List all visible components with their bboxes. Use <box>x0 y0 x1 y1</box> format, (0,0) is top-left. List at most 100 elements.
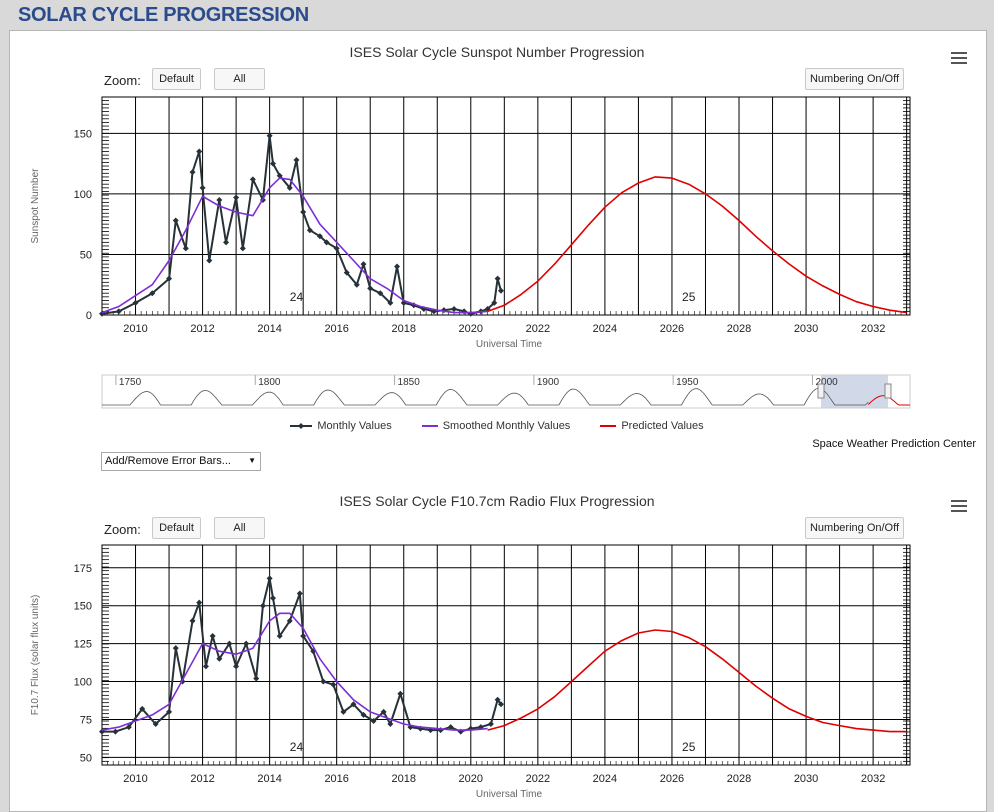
timeline-navigator[interactable]: 1750 1800 1850 1900 1950 2000 <box>0 370 994 415</box>
predicted-series-line[interactable] <box>487 629 907 733</box>
monthly-data-point[interactable] <box>300 633 307 640</box>
navigator-selection[interactable] <box>821 375 888 408</box>
monthly-data-point[interactable] <box>494 275 501 282</box>
monthly-data-point[interactable] <box>387 721 394 728</box>
chart2-menu-icon[interactable] <box>951 500 967 512</box>
monthly-data-point[interactable] <box>112 728 119 735</box>
monthly-data-point[interactable] <box>223 239 230 246</box>
monthly-data-point[interactable] <box>387 299 394 306</box>
chart1-zoom-default-button[interactable]: Default <box>152 68 201 90</box>
monthly-data-point[interactable] <box>149 290 156 297</box>
smoothed-series-line[interactable] <box>101 177 488 314</box>
chart1-zoom-all-button[interactable]: All <box>214 68 265 90</box>
monthly-data-point[interactable] <box>182 245 189 252</box>
monthly-data-point[interactable] <box>166 275 173 282</box>
monthly-data-point[interactable] <box>367 285 374 292</box>
chart2-numbering-button[interactable]: Numbering On/Off <box>805 517 904 539</box>
monthly-data-point[interactable] <box>397 690 404 697</box>
navigator-year-label: 1900 <box>537 377 560 388</box>
monthly-data-point[interactable] <box>266 132 273 139</box>
monthly-data-point[interactable] <box>323 239 330 246</box>
monthly-data-point[interactable] <box>139 705 146 712</box>
monthly-data-point[interactable] <box>340 708 347 715</box>
y-tick-label: 75 <box>80 714 92 726</box>
monthly-data-point[interactable] <box>249 176 256 183</box>
monthly-data-point[interactable] <box>269 160 276 167</box>
monthly-data-point[interactable] <box>199 184 206 191</box>
monthly-data-point[interactable] <box>209 633 216 640</box>
monthly-data-point[interactable] <box>115 308 122 315</box>
navigator-left-handle[interactable] <box>817 383 825 399</box>
monthly-data-point[interactable] <box>276 633 283 640</box>
y-tick-label: 0 <box>86 310 92 322</box>
monthly-data-point[interactable] <box>306 227 313 234</box>
monthly-data-point[interactable] <box>216 196 223 203</box>
monthly-data-point[interactable] <box>253 675 260 682</box>
chart1-numbering-button[interactable]: Numbering On/Off <box>805 68 904 90</box>
monthly-data-point[interactable] <box>202 663 209 670</box>
monthly-data-point[interactable] <box>497 287 504 294</box>
monthly-data-point[interactable] <box>370 718 377 724</box>
monthly-data-point[interactable] <box>259 602 266 609</box>
smoothed-series-line[interactable] <box>101 612 488 731</box>
monthly-data-point[interactable] <box>491 299 498 306</box>
navigator-right-handle[interactable] <box>884 383 892 399</box>
monthly-data-point[interactable] <box>487 721 494 728</box>
monthly-data-point[interactable] <box>494 696 501 703</box>
monthly-data-point[interactable] <box>293 156 300 163</box>
predicted-series-line[interactable] <box>487 176 907 314</box>
monthly-data-point[interactable] <box>360 261 367 268</box>
chart1-menu-icon[interactable] <box>951 52 967 64</box>
monthly-data-point[interactable] <box>132 299 139 306</box>
monthly-data-point[interactable] <box>286 617 293 624</box>
monthly-data-point[interactable] <box>239 245 246 252</box>
monthly-data-point[interactable] <box>189 617 196 624</box>
monthly-data-point[interactable] <box>497 701 504 708</box>
monthly-data-point[interactable] <box>360 711 367 718</box>
monthly-data-point[interactable] <box>233 663 240 670</box>
monthly-data-point[interactable] <box>333 245 340 252</box>
monthly-data-point[interactable] <box>243 640 250 647</box>
monthly-data-point[interactable] <box>451 305 458 312</box>
monthly-data-point[interactable] <box>216 655 223 662</box>
legend-predicted[interactable]: Predicted Values <box>600 420 704 432</box>
monthly-data-point[interactable] <box>196 148 203 155</box>
monthly-data-point[interactable] <box>447 724 454 731</box>
monthly-data-point[interactable] <box>233 194 240 201</box>
monthly-data-point[interactable] <box>166 708 173 715</box>
monthly-data-point[interactable] <box>189 169 196 176</box>
monthly-data-point[interactable] <box>172 645 179 652</box>
monthly-data-point[interactable] <box>269 595 276 602</box>
x-tick-label: 2016 <box>324 323 348 335</box>
monthly-data-point[interactable] <box>226 640 233 647</box>
monthly-data-point[interactable] <box>320 678 327 685</box>
chart2-zoom-all-button[interactable]: All <box>214 517 265 539</box>
monthly-data-point[interactable] <box>296 590 303 597</box>
monthly-data-point[interactable] <box>380 708 387 715</box>
monthly-data-point[interactable] <box>343 269 350 276</box>
monthly-data-point[interactable] <box>377 290 384 297</box>
monthly-data-point[interactable] <box>125 724 132 731</box>
monthly-data-point[interactable] <box>206 257 213 264</box>
y-tick-label: 150 <box>74 128 92 140</box>
x-tick-label: 2022 <box>526 773 550 785</box>
monthly-data-point[interactable] <box>394 263 401 270</box>
monthly-data-point[interactable] <box>300 209 307 216</box>
error-bars-select[interactable]: Add/Remove Error Bars... ▼ <box>101 452 261 471</box>
monthly-data-point[interactable] <box>353 281 360 288</box>
monthly-data-point[interactable] <box>196 599 203 606</box>
monthly-data-point[interactable] <box>286 184 293 191</box>
legend-smoothed[interactable]: Smoothed Monthly Values <box>421 420 570 432</box>
chart2-zoom-default-button[interactable]: Default <box>152 517 201 539</box>
monthly-data-point[interactable] <box>276 172 283 179</box>
monthly-data-point[interactable] <box>350 701 357 708</box>
monthly-data-point[interactable] <box>152 721 159 728</box>
sunspot-chart[interactable]: 2010 2012 2014 2016 2018 2020 2022 2024 2026 2028… <box>0 0 994 360</box>
monthly-data-point[interactable] <box>316 233 323 240</box>
monthly-data-point[interactable] <box>266 575 273 582</box>
error-bars-select-value: Add/Remove Error Bars... <box>105 455 231 467</box>
monthly-data-point[interactable] <box>330 681 337 688</box>
monthly-data-point[interactable] <box>172 217 179 224</box>
legend-monthly[interactable]: Monthly Values <box>290 420 392 432</box>
